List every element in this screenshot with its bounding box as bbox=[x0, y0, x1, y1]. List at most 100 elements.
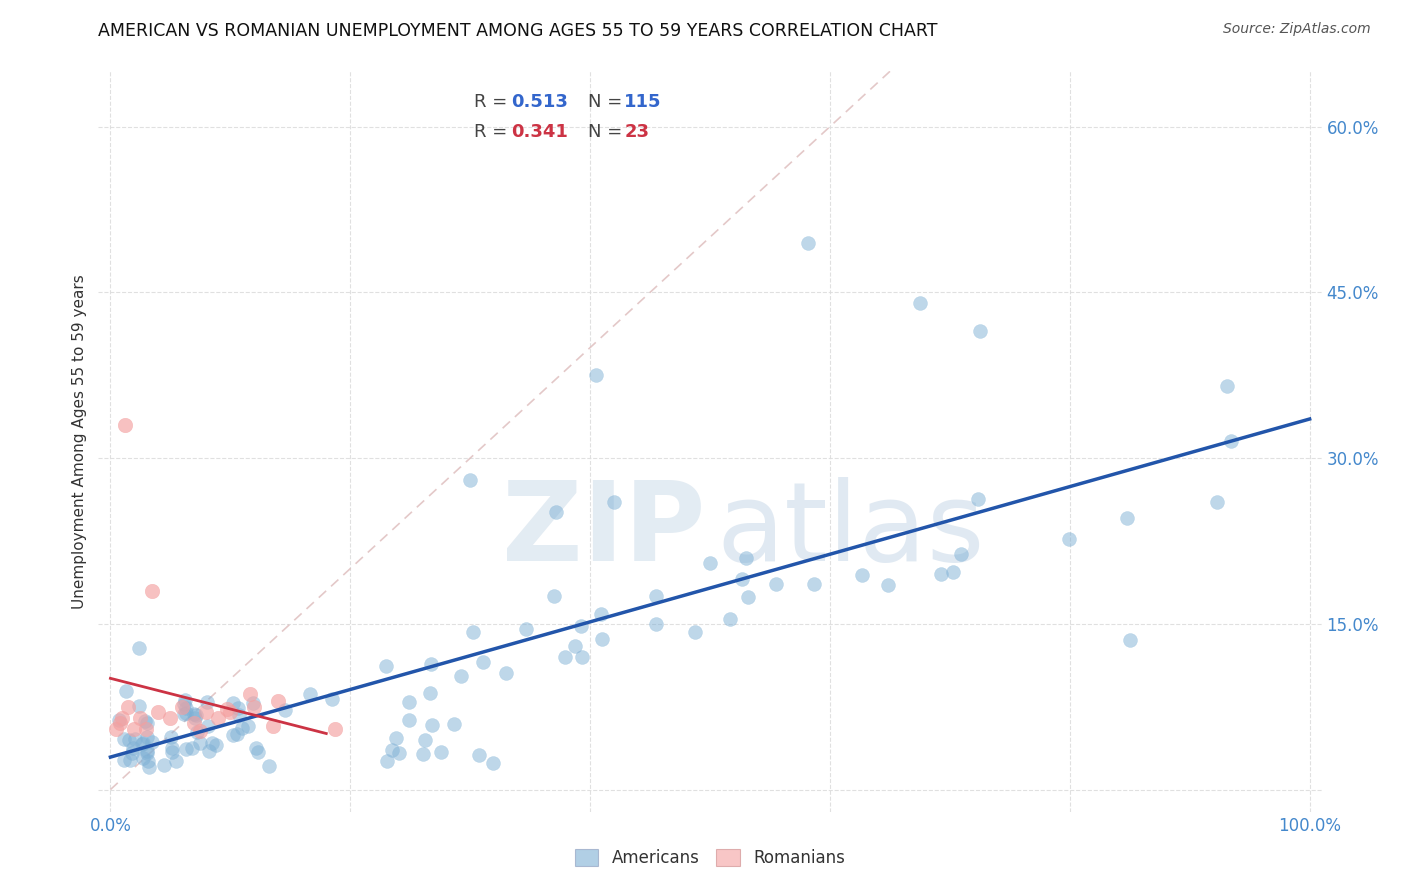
Point bbox=[124, 731, 146, 746]
Point bbox=[118, 733, 141, 747]
Point bbox=[585, 368, 607, 383]
Point bbox=[239, 687, 262, 701]
Point bbox=[262, 719, 284, 733]
Point bbox=[124, 722, 146, 736]
Point bbox=[121, 746, 143, 760]
Point bbox=[323, 723, 346, 737]
Point bbox=[128, 640, 150, 655]
Point bbox=[419, 686, 441, 700]
Point bbox=[200, 736, 222, 750]
Point bbox=[458, 473, 481, 487]
Point bbox=[231, 721, 253, 735]
Point bbox=[385, 731, 408, 745]
Point bbox=[160, 741, 183, 756]
Point bbox=[735, 550, 758, 565]
Point bbox=[554, 650, 576, 665]
Point bbox=[929, 566, 952, 581]
Point bbox=[183, 716, 205, 731]
Point bbox=[115, 684, 138, 698]
Point bbox=[117, 699, 139, 714]
Point bbox=[188, 736, 211, 750]
Point bbox=[174, 701, 197, 715]
Point bbox=[136, 744, 159, 758]
Point bbox=[153, 757, 176, 772]
Point bbox=[172, 699, 194, 714]
Point bbox=[420, 657, 443, 672]
Point bbox=[564, 639, 586, 653]
Point bbox=[398, 713, 420, 727]
Point bbox=[375, 754, 398, 768]
Point bbox=[128, 698, 150, 713]
Text: R =: R = bbox=[474, 122, 513, 141]
Point bbox=[471, 655, 494, 669]
Point bbox=[129, 711, 152, 725]
Point bbox=[112, 752, 135, 766]
Point bbox=[215, 702, 238, 716]
Point bbox=[186, 724, 208, 739]
Point bbox=[1119, 633, 1142, 648]
Point bbox=[134, 714, 156, 728]
Point bbox=[381, 743, 404, 757]
Point bbox=[222, 728, 245, 742]
Text: 115: 115 bbox=[624, 93, 662, 111]
Point bbox=[908, 296, 931, 310]
Point bbox=[176, 706, 198, 720]
Point bbox=[482, 756, 505, 770]
Point bbox=[174, 741, 197, 756]
Point bbox=[374, 659, 396, 673]
Point bbox=[969, 324, 991, 338]
Point bbox=[108, 713, 131, 727]
Point bbox=[942, 565, 965, 579]
Point bbox=[737, 590, 759, 604]
Point bbox=[543, 589, 565, 603]
Point bbox=[112, 732, 135, 747]
Point bbox=[645, 589, 668, 603]
Text: atlas: atlas bbox=[716, 477, 984, 584]
Point bbox=[141, 735, 163, 749]
Point bbox=[132, 736, 155, 750]
Point bbox=[135, 722, 157, 736]
Point bbox=[765, 577, 787, 591]
Text: 0.513: 0.513 bbox=[510, 93, 568, 111]
Point bbox=[1116, 511, 1139, 525]
Point bbox=[243, 699, 266, 714]
Point bbox=[851, 568, 873, 582]
Point bbox=[118, 753, 141, 767]
Point bbox=[569, 619, 592, 633]
Point bbox=[136, 754, 159, 768]
Y-axis label: Unemployment Among Ages 55 to 59 years: Unemployment Among Ages 55 to 59 years bbox=[72, 274, 87, 609]
Point bbox=[1216, 378, 1239, 392]
Point bbox=[122, 741, 145, 756]
Point bbox=[274, 703, 297, 717]
Point bbox=[236, 719, 259, 733]
Point bbox=[242, 696, 264, 710]
Point bbox=[228, 707, 250, 722]
Point bbox=[412, 747, 434, 761]
Point bbox=[950, 547, 973, 561]
Point bbox=[1220, 434, 1243, 448]
Point bbox=[183, 711, 205, 725]
Point bbox=[205, 738, 228, 752]
Point bbox=[797, 235, 820, 250]
Point bbox=[181, 740, 204, 755]
Point bbox=[515, 622, 537, 636]
Point bbox=[173, 697, 195, 711]
Point bbox=[591, 632, 613, 646]
Text: Source: ZipAtlas.com: Source: ZipAtlas.com bbox=[1223, 22, 1371, 37]
Point bbox=[226, 727, 249, 741]
Point bbox=[226, 701, 249, 715]
Point bbox=[138, 760, 160, 774]
Point bbox=[174, 692, 197, 706]
Point bbox=[105, 722, 128, 736]
Point bbox=[388, 747, 411, 761]
Point bbox=[160, 730, 183, 744]
Legend: Americans, Romanians: Americans, Romanians bbox=[568, 842, 852, 874]
Point bbox=[108, 716, 131, 731]
Point bbox=[321, 691, 343, 706]
Point bbox=[495, 665, 517, 680]
Text: 0.341: 0.341 bbox=[510, 122, 568, 141]
Point bbox=[398, 695, 420, 709]
Point bbox=[198, 744, 221, 758]
Point bbox=[114, 417, 136, 432]
Point bbox=[571, 650, 593, 665]
